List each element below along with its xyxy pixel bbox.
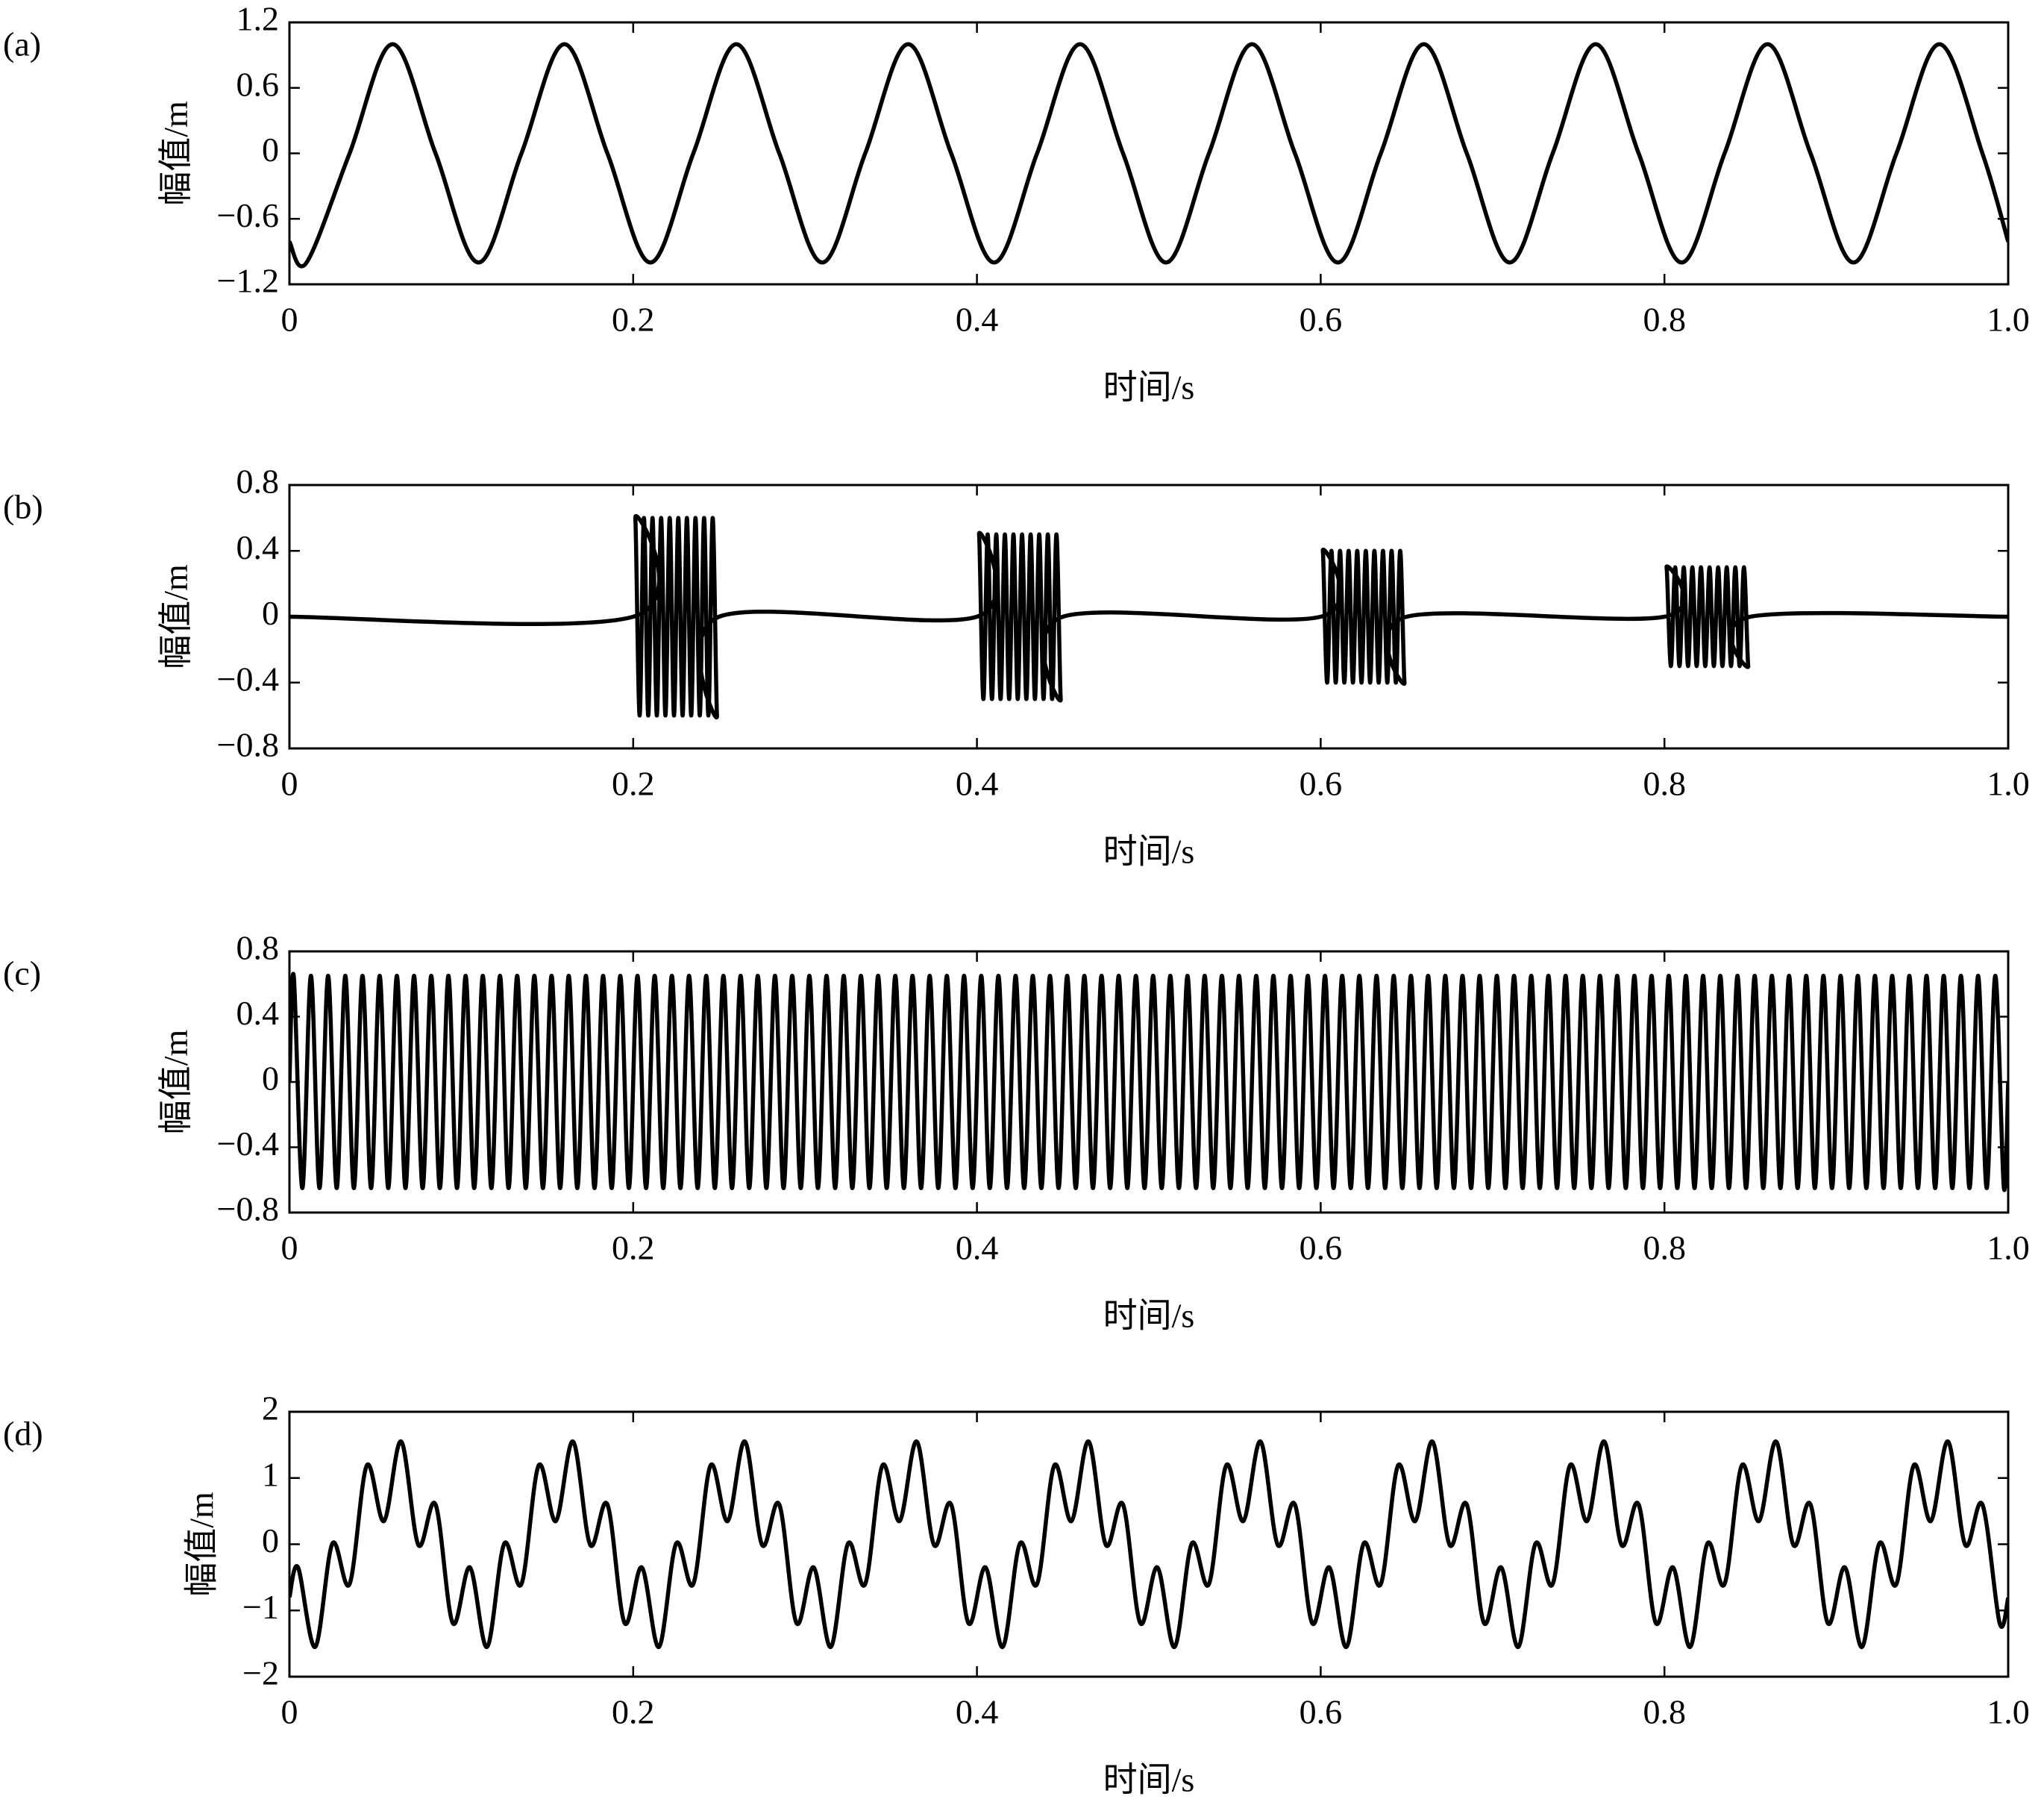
- y-tick-label: −1: [242, 1588, 279, 1626]
- y-tick-label: 0.4: [236, 528, 280, 566]
- x-tick-label: 0: [281, 1229, 298, 1267]
- x-tick-label: 0.6: [1300, 765, 1343, 803]
- y-tick-label: −0.8: [217, 1190, 279, 1228]
- x-tick-label: 0.2: [612, 1229, 655, 1267]
- y-tick-label: 1: [262, 1455, 279, 1493]
- x-axis-label: 时间/s: [1103, 369, 1195, 407]
- x-tick-label: 0.4: [956, 1229, 999, 1267]
- x-tick-label: 0: [281, 301, 298, 339]
- x-tick-label: 0.8: [1643, 1693, 1686, 1731]
- y-tick-label: −2: [242, 1654, 279, 1692]
- y-tick-label: 0.8: [236, 929, 280, 967]
- y-axis-label: 幅值/m: [157, 564, 195, 669]
- x-tick-label: 0.6: [1300, 1229, 1343, 1267]
- subplot: −1.2 −0.6 0 0.6 1.2 0 0.2 0.4 0.6 0.8 1.0 时间/s 幅值/m (…: [3, 0, 2030, 407]
- axes-frame: [288, 21, 2010, 286]
- x-axis-label: 时间/s: [1103, 1761, 1195, 1799]
- signal-line: [289, 513, 2008, 720]
- y-tick-label: 0: [262, 1521, 279, 1560]
- x-tick-label: 0.4: [956, 301, 999, 339]
- x-tick-label: 0.2: [612, 1693, 655, 1731]
- x-tick-label: 1.0: [1987, 1229, 2030, 1267]
- x-tick-label: 0.8: [1643, 301, 1686, 339]
- signal-line: [289, 1439, 2008, 1649]
- x-tick-label: 0.6: [1300, 301, 1343, 339]
- x-axis-label: 时间/s: [1103, 1297, 1195, 1335]
- subplot: −0.8 −0.4 0 0.4 0.8 0 0.2 0.4 0.6 0.8 1.0 时间/s 幅值/m (…: [3, 929, 2030, 1335]
- y-axis-label: 幅值/m: [157, 101, 195, 206]
- y-tick-label: 0: [262, 594, 279, 632]
- x-axis-label: 时间/s: [1103, 833, 1195, 871]
- panel-label: (b): [3, 488, 43, 526]
- y-tick-label: −0.6: [217, 196, 279, 234]
- x-tick-label: 1.0: [1987, 1693, 2030, 1731]
- y-tick-label: −1.2: [217, 262, 279, 300]
- y-tick-label: 0: [262, 1060, 279, 1098]
- y-tick-label: 0: [262, 131, 279, 169]
- panel-label: (c): [3, 954, 41, 992]
- y-tick-label: −0.4: [217, 1124, 279, 1163]
- plot-area: [289, 1439, 2008, 1649]
- subplot: −0.8 −0.4 0 0.4 0.8 0 0.2 0.4 0.6 0.8 1.0 时间/s 幅值/m (…: [3, 463, 2030, 871]
- x-tick-label: 0.2: [612, 301, 655, 339]
- y-tick-label: 0.6: [236, 65, 280, 103]
- y-tick-label: −0.4: [217, 660, 279, 698]
- plot-area: [289, 972, 2008, 1192]
- y-tick-label: 2: [262, 1389, 279, 1427]
- x-tick-label: 0.8: [1643, 1229, 1686, 1267]
- x-tick-label: 0.2: [612, 765, 655, 803]
- panel-label: (a): [3, 25, 41, 63]
- plot-area: [289, 42, 2008, 269]
- signal-line: [289, 972, 2008, 1192]
- y-tick-label: 0.8: [236, 463, 280, 501]
- plot-area: [289, 513, 2008, 720]
- signal-line: [289, 42, 2008, 269]
- x-tick-label: 0.6: [1300, 1693, 1343, 1731]
- x-tick-label: 0: [281, 1693, 298, 1731]
- panel-label: (d): [3, 1415, 43, 1453]
- y-axis-label: 幅值/m: [157, 1030, 195, 1135]
- x-tick-label: 0.8: [1643, 765, 1686, 803]
- y-tick-label: −0.8: [217, 726, 279, 764]
- y-tick-label: 1.2: [236, 0, 280, 38]
- subplot: −2 −1 0 1 2 0 0.2 0.4 0.6 0.8 1.0 时间/s 幅值/m (d): [3, 1389, 2030, 1799]
- x-tick-label: 1.0: [1987, 301, 2030, 339]
- x-tick-label: 0.4: [956, 765, 999, 803]
- y-tick-label: 0.4: [236, 994, 280, 1032]
- x-tick-label: 0: [281, 765, 298, 803]
- x-tick-label: 0.4: [956, 1693, 999, 1731]
- y-axis-label: 幅值/m: [183, 1492, 221, 1597]
- axes-frame: [288, 1410, 2010, 1678]
- x-tick-label: 1.0: [1987, 765, 2030, 803]
